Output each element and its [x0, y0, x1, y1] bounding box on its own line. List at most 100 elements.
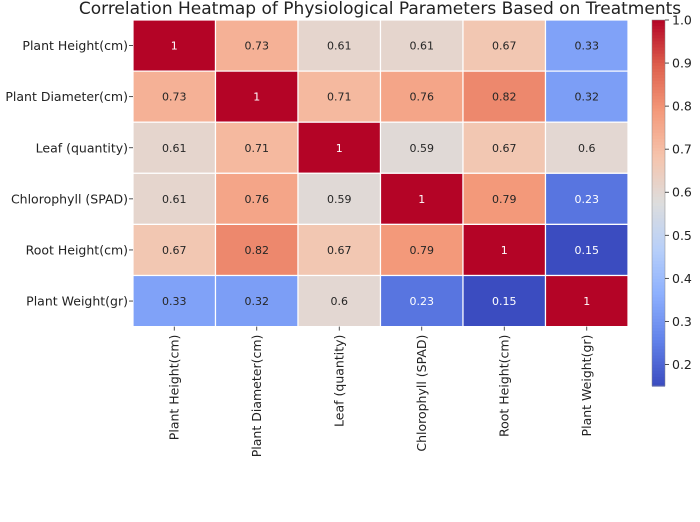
colorbar-segment [652, 215, 665, 219]
colorbar-segment [652, 160, 665, 164]
colorbar-segment [652, 108, 665, 113]
cell-value-label: 1 [336, 142, 343, 155]
heatmap-cells: 1 0.73 0.61 0.61 0.67 0.330.73 1 0.71 0.76 0.82 0.… [132, 19, 629, 328]
colorbar-segment [652, 199, 665, 204]
colorbar-segment [652, 267, 665, 271]
colorbar-segment [652, 315, 665, 320]
colorbar-segment [652, 126, 665, 131]
cell-value-label: 0.73 [245, 40, 270, 53]
cell-value-label: 0.76 [245, 193, 270, 206]
colorbar-segment [652, 81, 665, 85]
heatmap-cell [132, 172, 217, 226]
colorbar-segment [652, 276, 665, 280]
cell-value-label: 1 [171, 40, 178, 53]
heatmap-cell [379, 223, 464, 277]
colorbar-segment [652, 218, 665, 222]
colorbar-segment [652, 35, 665, 39]
colorbar-segment [652, 135, 665, 140]
colorbar-segment [652, 184, 665, 189]
colorbar-segment [652, 138, 665, 143]
cell-value-label: 0.32 [245, 295, 270, 308]
row-labels: Plant Height(cm) Plant Diameter(cm) Leaf (… [5, 38, 133, 309]
colorbar-segment [652, 309, 665, 314]
colorbar-segment [652, 373, 665, 378]
colorbar-segment [652, 260, 665, 265]
heatmap-cell [379, 172, 464, 226]
colorbar-segment [652, 297, 665, 302]
heatmap-cell [132, 223, 217, 277]
cell-value-label: 0.67 [492, 40, 517, 53]
colorbar-segment [652, 41, 665, 45]
colorbar-segment [652, 157, 665, 161]
heatmap-cell [132, 274, 217, 328]
heatmap-cell [132, 19, 217, 72]
colorbar-segment [652, 242, 665, 247]
colorbar-segment [652, 68, 665, 73]
colorbar-frame [651, 19, 666, 387]
cell-value-label: 0.76 [410, 91, 435, 104]
colorbar-segment [652, 163, 665, 167]
colorbar-segment [652, 376, 665, 381]
heatmap-cell [214, 19, 299, 72]
colorbar-segment [652, 206, 665, 210]
cell-value-label: 0.61 [410, 40, 435, 53]
colorbar-segment [652, 105, 665, 110]
colorbar-segment [652, 343, 665, 347]
colorbar-segment [652, 346, 665, 350]
colorbar-segment [652, 264, 665, 268]
cell-value-label: 1 [501, 244, 508, 257]
colorbar-segment [652, 111, 665, 116]
heatmap-cell [544, 274, 629, 328]
colorbar-segment [652, 282, 665, 286]
cell-value-label: 0.33 [575, 40, 600, 53]
colorbar-segment [652, 96, 665, 100]
heatmap-cell [544, 19, 629, 72]
heatmap-cell [462, 172, 547, 226]
colorbar-segment [652, 190, 665, 195]
colorbar-segment [652, 285, 665, 289]
row-label: Plant Weight(gr) [26, 294, 128, 309]
colorbar-segment [652, 370, 665, 375]
heatmap-cell [544, 172, 629, 226]
colorbar-segment [652, 303, 665, 308]
cell-value-label: 0.6 [331, 295, 349, 308]
colorbar-segment [652, 26, 665, 30]
colorbar-segment [652, 306, 665, 311]
column-labels: Plant Height(cm) Plant Diameter(cm) Leaf (… [167, 326, 594, 458]
column-label: Plant Diameter(cm) [249, 335, 264, 458]
colorbar-segment [652, 32, 665, 36]
heatmap-cell [297, 19, 382, 72]
colorbar-segment [652, 245, 665, 250]
colorbar-segment [652, 355, 665, 360]
colorbar-segment [652, 334, 665, 338]
colorbar-segment [652, 209, 665, 213]
cell-value-label: 0.82 [492, 91, 517, 104]
cell-value-label: 0.61 [327, 40, 352, 53]
colorbar-segment [652, 321, 665, 326]
colorbar-segment [652, 233, 665, 238]
colorbar-tick-label: 0.2 [672, 357, 692, 372]
colorbar-segment [652, 248, 665, 253]
heatmap-cell [544, 223, 629, 277]
colorbar-segment [652, 187, 665, 192]
colorbar-tick-label: 0.5 [672, 228, 692, 243]
colorbar-segment [652, 47, 665, 52]
colorbar-segment [652, 93, 665, 97]
colorbar-segment [652, 273, 665, 277]
colorbar-segment [652, 279, 665, 283]
heatmap-cell [379, 121, 464, 174]
colorbar-segment [652, 196, 665, 201]
heatmap-cell [297, 223, 382, 277]
cell-value-label: 0.79 [410, 244, 435, 257]
colorbar-segment [652, 102, 665, 106]
cell-value-label: 0.67 [327, 244, 352, 257]
colorbar-segment [652, 59, 665, 64]
colorbar-segment [652, 29, 665, 33]
colorbar: 0.2 0.3 0.4 0.5 0.6 0.7 0.8 0.9 1.0 [651, 13, 692, 387]
cell-value-label: 0.73 [162, 91, 187, 104]
colorbar-segment [652, 236, 665, 241]
colorbar-segment [652, 288, 665, 293]
colorbar-segment [652, 178, 665, 183]
row-label: Chlorophyll (SPAD) [11, 191, 128, 206]
